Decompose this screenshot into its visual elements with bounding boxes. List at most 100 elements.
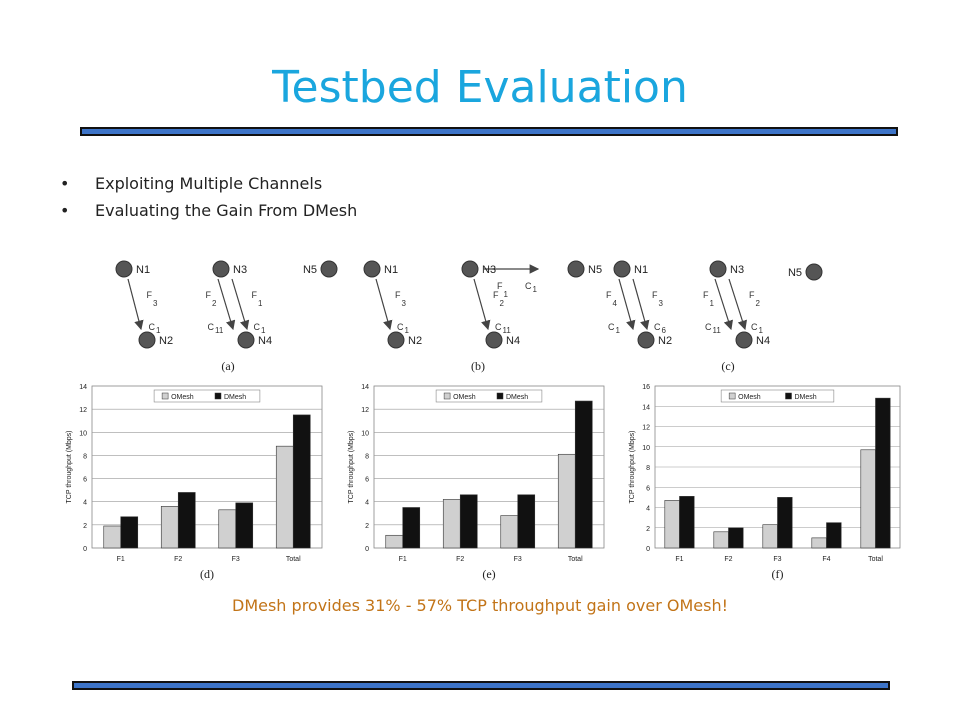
node-circle [485,331,503,349]
channel-label: C11 [495,322,511,335]
channel-subscript: 1 [616,326,621,335]
link-arrow [632,278,650,331]
node-circle [709,260,727,278]
legend-swatch [161,392,169,400]
bar [402,507,421,549]
bar [664,500,680,549]
node-circle [138,331,156,349]
bar [517,494,536,549]
flow-subscript: 2 [756,299,761,308]
flow-subscript: 1 [504,290,509,299]
x-tick-label: Total [868,556,883,563]
channel-subscript: 1 [261,326,266,335]
bullet-item: Exploiting Multiple Channels [60,172,357,199]
y-tick-label: 2 [646,526,650,533]
y-axis-label: TCP throughput (Mbps) [348,430,355,503]
bar [275,445,294,549]
channel-subscript: 1 [533,285,538,294]
bar [385,534,404,549]
flow-subscript: 3 [153,299,158,308]
channel-label: C11 [208,322,224,335]
bar [811,537,827,549]
channel-label: C1 [751,322,764,335]
title-rule [80,127,898,136]
link-arrow [127,278,144,331]
link-arrow [231,278,250,331]
node-circle [115,260,133,278]
legend-box [153,389,261,403]
chart-caption: (d) [200,567,214,581]
x-tick-label: F1 [399,556,407,563]
y-tick-label: 4 [365,500,369,507]
x-tick-label: F2 [724,556,732,563]
channel-subscript: 1 [156,326,161,335]
throughput-chart-e: 0 2 4 6 8 10 12 14 TCP throughput (Mbps) F1 F2 F3 To… [348,384,605,581]
x-tick-label: F2 [456,556,464,563]
channel-label: C1 [397,322,410,335]
y-axis-label: TCP throughput (Mbps) [629,430,636,503]
node-circle [735,331,753,349]
x-tick-label: F1 [675,556,683,563]
legend-label: OMesh [738,394,761,401]
y-tick-label: 14 [79,384,87,391]
slide-title: Testbed Evaluation [272,62,688,113]
node-label: N5 [303,264,317,276]
bullet-item: Evaluating the Gain From DMesh [60,199,357,226]
flow-subscript: 3 [402,299,407,308]
legend-label: DMesh [506,394,528,401]
node-circle [237,331,255,349]
legend-swatch [443,392,451,400]
y-tick-label: 8 [646,465,650,472]
channel-subscript: 11 [713,326,722,335]
y-tick-label: 12 [642,425,650,432]
y-tick-label: 10 [642,445,650,452]
flow-label: F3 [395,290,407,308]
legend-label: DMesh [224,394,246,401]
node-label: N4 [506,335,520,347]
y-tick-label: 0 [646,546,650,553]
legend-box [720,389,835,403]
bar [459,494,478,549]
y-tick-label: 2 [83,523,87,530]
topology-caption: (b) [471,359,485,373]
channel-subscript: 11 [215,326,224,335]
link-arrow [714,278,734,331]
y-tick-label: 0 [83,546,87,553]
topology-caption: (c) [721,359,734,373]
chart-caption: (e) [482,567,495,581]
legend-swatch [785,392,792,400]
channel-subscript: 1 [759,326,764,335]
bar [777,497,793,549]
node-label: N2 [159,335,173,347]
node-label: N5 [788,267,802,279]
flow-label: F1 [703,290,715,308]
flow-label: F2 [206,290,218,308]
node-circle [212,260,230,278]
bar [442,499,461,549]
y-tick-label: 16 [642,384,650,391]
topology-diagrams: F3C1F2C11F1C1N1N2N3N4N5(a)F3C1F1C1F2C11N… [115,260,823,373]
channel-subscript: 1 [405,326,410,335]
bar [557,453,576,549]
legend-label: OMesh [453,394,476,401]
channel-label: C6 [654,322,667,335]
bar [713,531,729,549]
node-label: N1 [384,264,398,276]
bar [103,525,122,549]
bar [500,515,519,549]
legend-box [435,389,543,403]
link-arrow [618,278,636,331]
bar [120,516,139,549]
bar [218,509,237,549]
node-circle [461,260,479,278]
flow-label: F4 [606,290,618,308]
bullet-list: Exploiting Multiple Channels Evaluating … [60,172,357,226]
legend-label: OMesh [171,394,194,401]
y-tick-label: 10 [79,430,87,437]
x-tick-label: F3 [773,556,781,563]
y-tick-label: 2 [365,523,369,530]
bar [728,527,744,549]
node-circle [567,260,585,278]
chart-caption: (f) [772,567,784,581]
flow-subscript: 2 [212,299,217,308]
